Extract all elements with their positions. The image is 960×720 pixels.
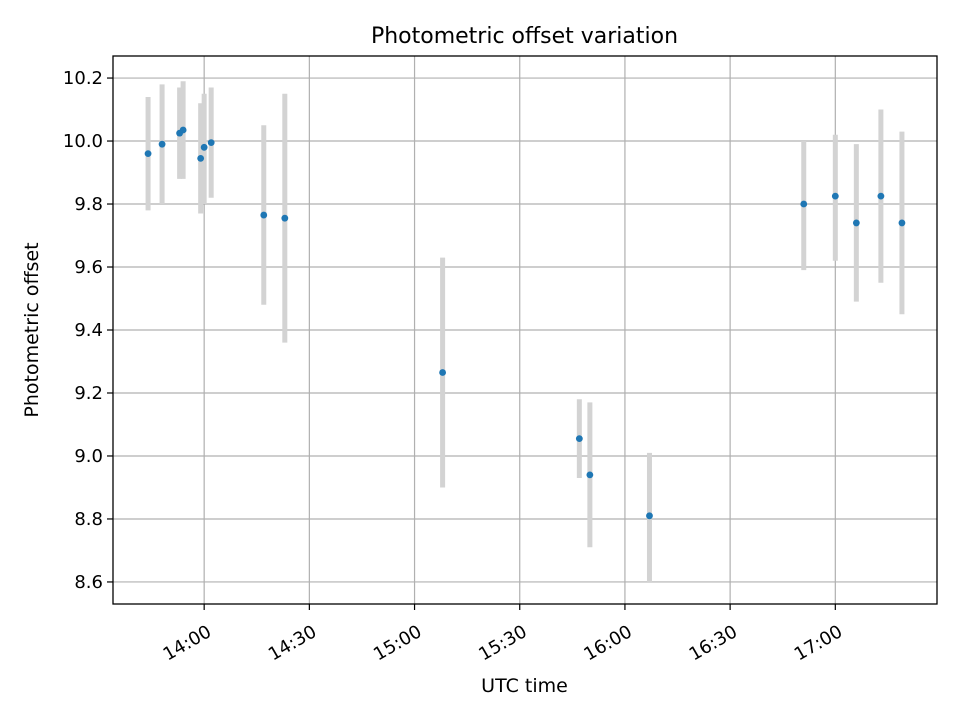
data-point bbox=[197, 154, 205, 162]
data-point bbox=[439, 369, 446, 376]
data-point bbox=[575, 435, 583, 443]
data-point bbox=[260, 211, 268, 219]
x-tick-label: 15:00 bbox=[370, 621, 425, 665]
data-point bbox=[800, 200, 808, 208]
data-points bbox=[144, 126, 906, 520]
data-point bbox=[586, 471, 594, 479]
y-tick-label: 9.6 bbox=[74, 257, 103, 278]
data-point bbox=[207, 139, 215, 147]
y-tick-label: 9.0 bbox=[74, 446, 103, 467]
data-point bbox=[852, 219, 860, 227]
x-tick-label: 16:30 bbox=[686, 621, 741, 665]
data-point bbox=[831, 192, 839, 200]
y-tick-label: 9.2 bbox=[74, 383, 103, 404]
y-tick-label: 10.0 bbox=[63, 131, 103, 152]
x-tick-label: 15:30 bbox=[475, 621, 530, 665]
data-point bbox=[179, 126, 187, 134]
x-axis-title: UTC time bbox=[481, 675, 568, 697]
x-tick-label: 14:30 bbox=[265, 621, 320, 665]
x-tick-label: 16:00 bbox=[580, 621, 635, 665]
error-bars bbox=[145, 81, 905, 582]
y-axis-title: Photometric offset bbox=[21, 242, 43, 417]
y-tick-label: 8.6 bbox=[74, 572, 103, 593]
y-tick-label: 9.8 bbox=[74, 194, 103, 215]
grid-lines bbox=[113, 56, 937, 604]
data-point bbox=[898, 219, 906, 227]
chart-title: Photometric offset variation bbox=[371, 24, 678, 49]
data-point bbox=[144, 150, 152, 158]
data-point bbox=[877, 192, 885, 200]
x-tick-label: 14:00 bbox=[160, 621, 215, 665]
data-point bbox=[646, 512, 653, 520]
data-point bbox=[158, 140, 166, 148]
y-tick-label: 8.8 bbox=[74, 509, 103, 530]
data-point bbox=[281, 214, 289, 222]
y-tick-label: 10.2 bbox=[63, 68, 103, 89]
data-point bbox=[200, 143, 208, 151]
y-tick-label: 9.4 bbox=[74, 320, 103, 341]
x-tick-label: 17:00 bbox=[791, 621, 846, 665]
